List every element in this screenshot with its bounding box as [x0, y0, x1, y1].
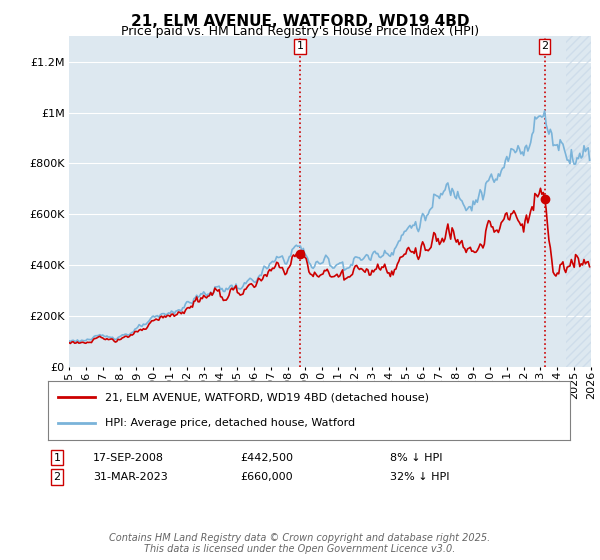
Text: 32% ↓ HPI: 32% ↓ HPI — [390, 472, 449, 482]
Text: £660,000: £660,000 — [240, 472, 293, 482]
Text: 1: 1 — [53, 452, 61, 463]
Text: HPI: Average price, detached house, Watford: HPI: Average price, detached house, Watf… — [106, 418, 356, 428]
Text: 2: 2 — [541, 41, 548, 52]
Text: 21, ELM AVENUE, WATFORD, WD19 4BD (detached house): 21, ELM AVENUE, WATFORD, WD19 4BD (detac… — [106, 392, 430, 402]
Text: 8% ↓ HPI: 8% ↓ HPI — [390, 452, 443, 463]
Text: 17-SEP-2008: 17-SEP-2008 — [93, 452, 164, 463]
Text: Contains HM Land Registry data © Crown copyright and database right 2025.
This d: Contains HM Land Registry data © Crown c… — [109, 533, 491, 554]
Text: £442,500: £442,500 — [240, 452, 293, 463]
Text: 21, ELM AVENUE, WATFORD, WD19 4BD: 21, ELM AVENUE, WATFORD, WD19 4BD — [131, 14, 469, 29]
Text: Price paid vs. HM Land Registry's House Price Index (HPI): Price paid vs. HM Land Registry's House … — [121, 25, 479, 38]
Text: 1: 1 — [296, 41, 304, 52]
Text: 31-MAR-2023: 31-MAR-2023 — [93, 472, 168, 482]
Text: 2: 2 — [53, 472, 61, 482]
